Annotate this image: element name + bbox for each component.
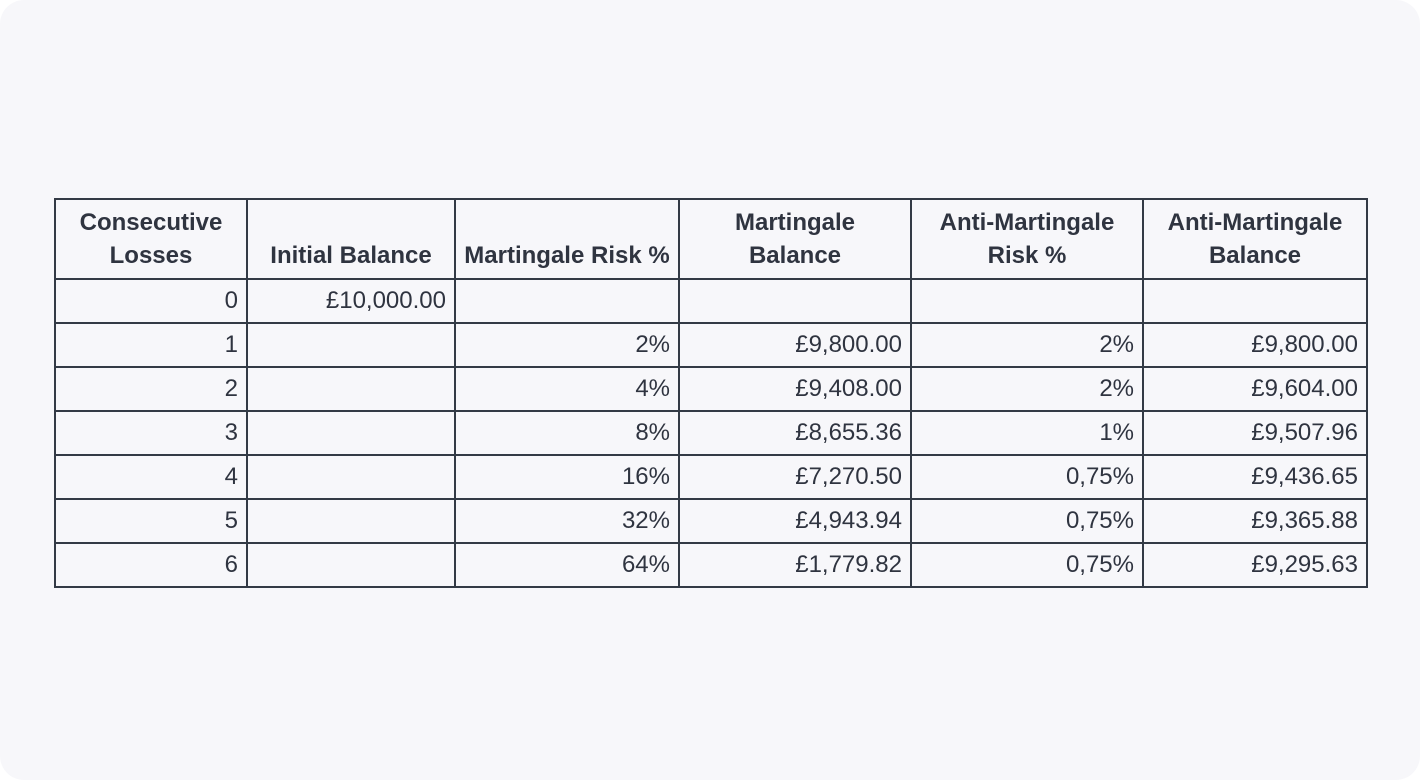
table-cell: £9,800.00	[1142, 322, 1368, 368]
header-row: Consecutive Losses Initial Balance Marting…	[54, 198, 1368, 280]
column-header: Martingale Balance	[678, 198, 912, 280]
table-cell: 4%	[454, 366, 680, 412]
empty-cell	[246, 454, 456, 500]
empty-cell	[1142, 278, 1368, 324]
table-cell: 0,75%	[910, 542, 1144, 588]
table-row: 5 32% £4,943.94 0,75% £9,365.88	[54, 498, 1368, 544]
column-header: Consecutive Losses	[54, 198, 248, 280]
table-cell: 5	[54, 498, 248, 544]
table-body: 0 £10,000.00 1 2% £9,800.00 2% £9,800.00 2 4% £9,…	[54, 278, 1368, 588]
empty-cell	[246, 366, 456, 412]
table-cell: £1,779.82	[678, 542, 912, 588]
table-cell: 3	[54, 410, 248, 456]
table-row: 6 64% £1,779.82 0,75% £9,295.63	[54, 542, 1368, 588]
table-row: 4 16% £7,270.50 0,75% £9,436.65	[54, 454, 1368, 500]
table-row: 2 4% £9,408.00 2% £9,604.00	[54, 366, 1368, 412]
table-row: 3 8% £8,655.36 1% £9,507.96	[54, 410, 1368, 456]
empty-cell	[910, 278, 1144, 324]
table-cell: 64%	[454, 542, 680, 588]
table-cell: £9,436.65	[1142, 454, 1368, 500]
empty-cell	[678, 278, 912, 324]
table-cell: £4,943.94	[678, 498, 912, 544]
column-header: Anti-Martingale Balance	[1142, 198, 1368, 280]
table-cell: 4	[54, 454, 248, 500]
column-header: Initial Balance	[246, 198, 456, 280]
empty-cell	[246, 322, 456, 368]
table-cell: 32%	[454, 498, 680, 544]
column-header: Martingale Risk %	[454, 198, 680, 280]
table-cell: 1%	[910, 410, 1144, 456]
table-cell: 2%	[910, 322, 1144, 368]
table-cell: 8%	[454, 410, 680, 456]
table-cell: 2%	[910, 366, 1144, 412]
table-cell: 16%	[454, 454, 680, 500]
table-cell: 0	[54, 278, 248, 324]
column-header: Anti-Martingale Risk %	[910, 198, 1144, 280]
empty-cell	[454, 278, 680, 324]
table-cell: 2	[54, 366, 248, 412]
table-cell: £9,408.00	[678, 366, 912, 412]
table-cell: £9,604.00	[1142, 366, 1368, 412]
table-cell: £9,507.96	[1142, 410, 1368, 456]
table-cell: 0,75%	[910, 498, 1144, 544]
table-cell: £7,270.50	[678, 454, 912, 500]
table-cell: £9,295.63	[1142, 542, 1368, 588]
empty-cell	[246, 542, 456, 588]
table-cell: £8,655.36	[678, 410, 912, 456]
table-cell: 2%	[454, 322, 680, 368]
table-cell: 0,75%	[910, 454, 1144, 500]
table-row: 1 2% £9,800.00 2% £9,800.00	[54, 322, 1368, 368]
table-cell: £9,365.88	[1142, 498, 1368, 544]
table-row: 0 £10,000.00	[54, 278, 1368, 324]
data-table: Consecutive Losses Initial Balance Marting…	[54, 198, 1368, 588]
empty-cell	[246, 498, 456, 544]
table-cell: £9,800.00	[678, 322, 912, 368]
table-cell: £10,000.00	[246, 278, 456, 324]
table-cell: 6	[54, 542, 248, 588]
empty-cell	[246, 410, 456, 456]
table-cell: 1	[54, 322, 248, 368]
